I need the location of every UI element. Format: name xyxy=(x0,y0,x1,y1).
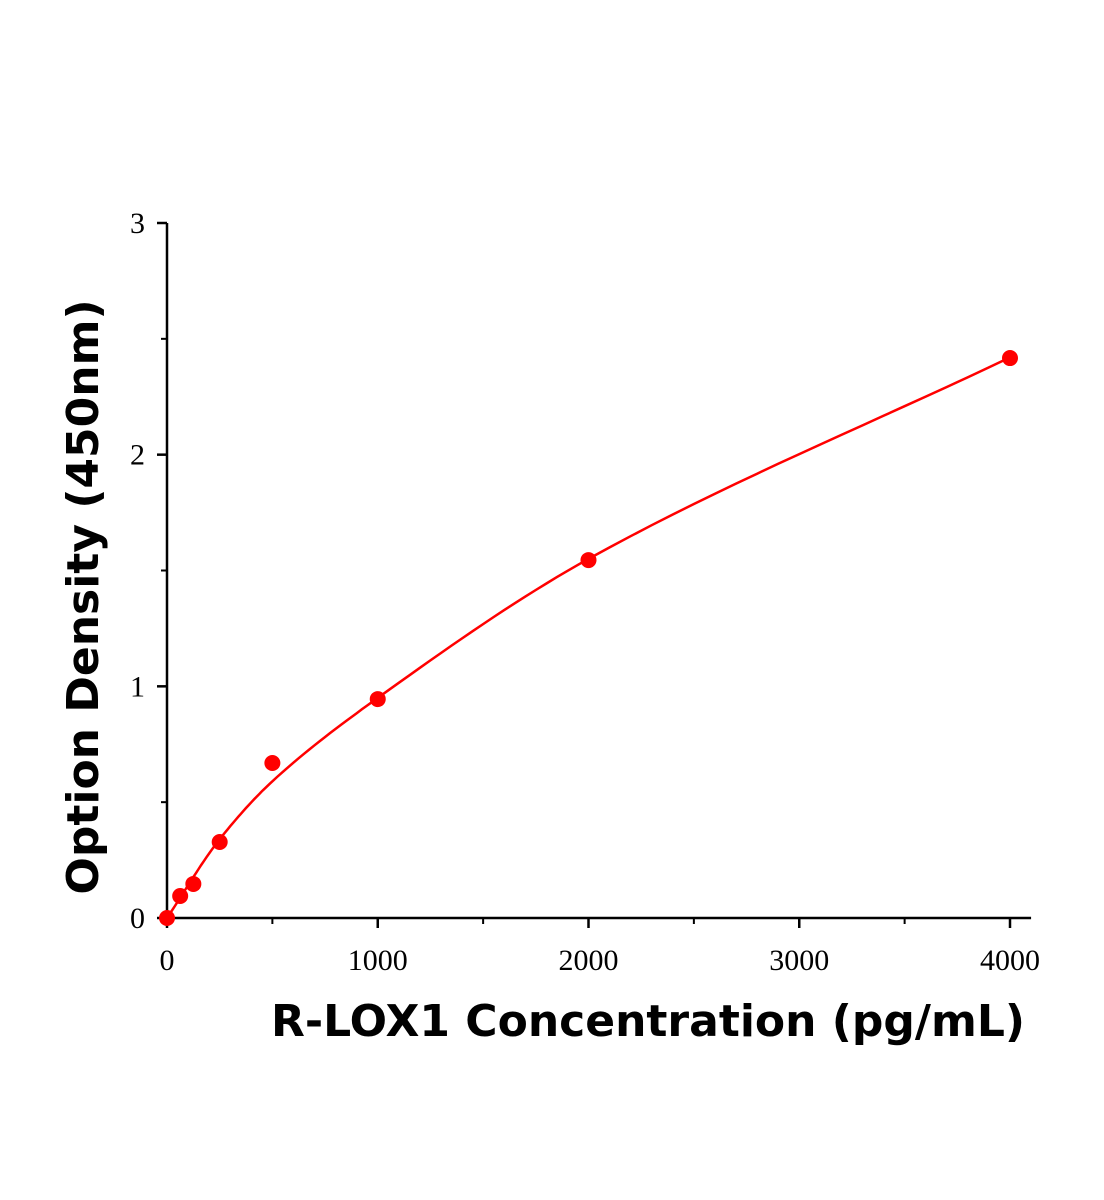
y-tick-label: 1 xyxy=(130,670,145,703)
data-point xyxy=(211,834,228,851)
x-tick-label: 3000 xyxy=(769,944,829,977)
x-axis-title: R-LOX1 Concentration (pg/mL) xyxy=(271,996,1025,1047)
y-tick-label: 3 xyxy=(130,207,145,240)
x-tick-label: 4000 xyxy=(980,944,1040,977)
x-tick-label: 0 xyxy=(160,944,175,977)
data-point xyxy=(159,910,175,926)
y-axis-title: Option Density (450nm) xyxy=(58,299,109,894)
data-point xyxy=(172,887,189,904)
data-points xyxy=(159,350,1018,926)
y-tick-label: 2 xyxy=(130,439,145,472)
ticks: 0 1000 2000 3000 4000 0 1 2 3 xyxy=(130,207,1040,977)
y-tick-label: 0 xyxy=(130,902,145,935)
data-point xyxy=(1002,350,1018,367)
x-tick-label: 1000 xyxy=(348,944,408,977)
x-tick-label: 2000 xyxy=(559,944,619,977)
data-point xyxy=(264,755,281,772)
fit-curve xyxy=(165,356,1011,919)
data-point xyxy=(580,552,597,569)
data-point xyxy=(185,875,202,892)
fit-curve-layer xyxy=(165,356,1011,919)
axes xyxy=(165,223,1032,920)
data-point xyxy=(369,691,386,708)
